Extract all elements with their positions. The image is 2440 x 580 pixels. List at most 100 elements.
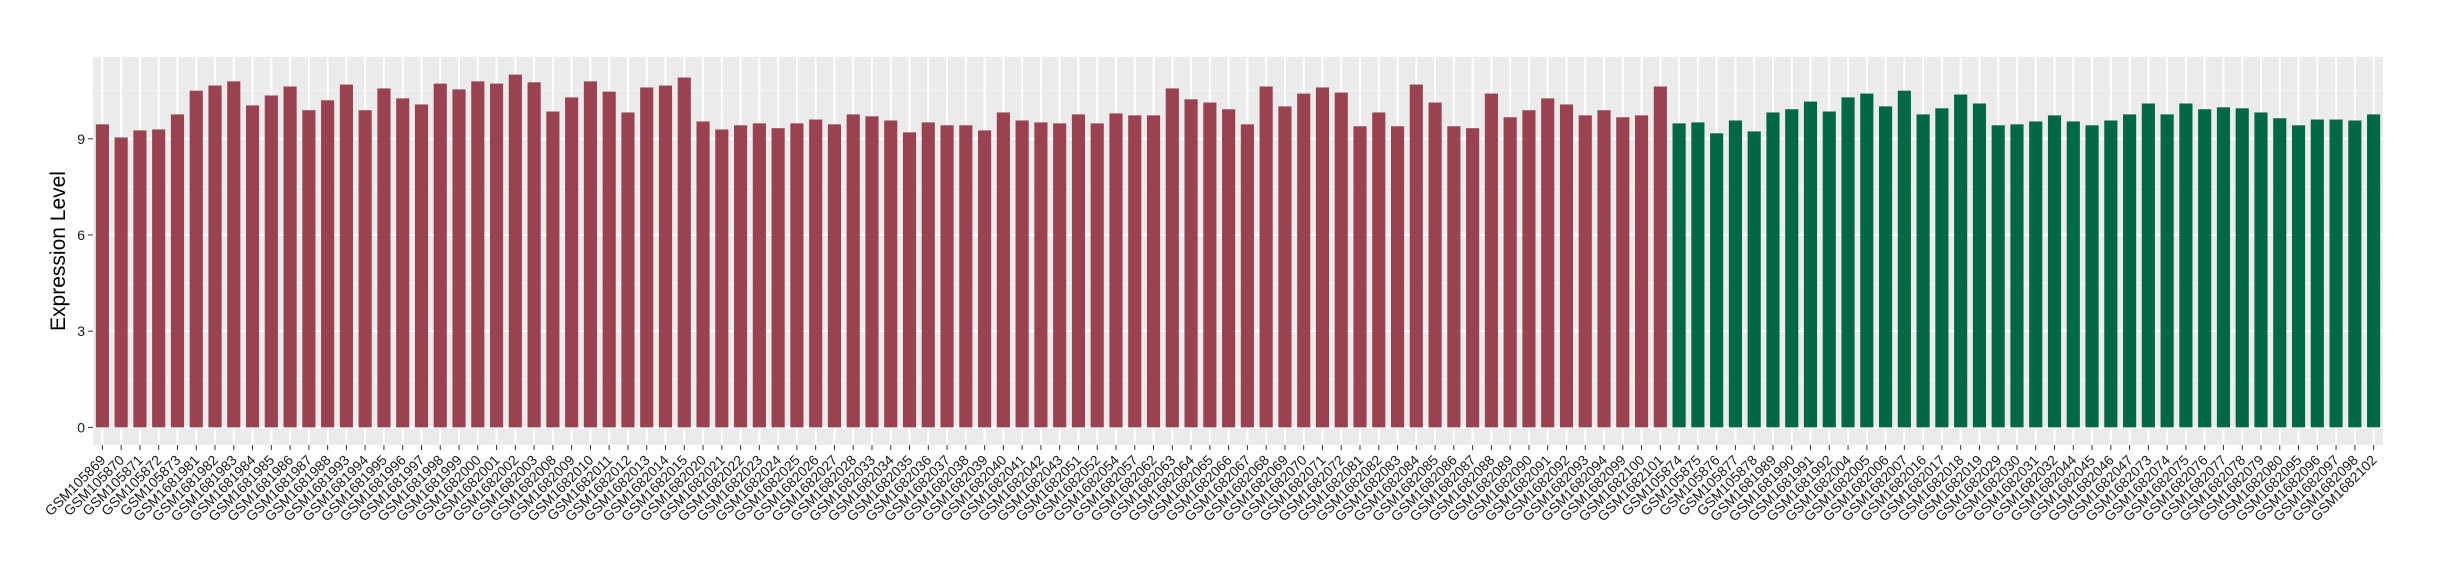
bar-GSM1681990 bbox=[1785, 109, 1799, 428]
bar-GSM1682020 bbox=[696, 121, 710, 428]
bar-GSM1681989 bbox=[1766, 112, 1780, 428]
bar-GSM1682034 bbox=[884, 120, 898, 428]
bar-GSM1682000 bbox=[471, 81, 485, 428]
y-axis: 0 3 6 9 bbox=[77, 131, 93, 435]
bar-GSM1682074 bbox=[2160, 114, 2174, 428]
bar-GSM1682007 bbox=[1897, 90, 1911, 428]
bar-GSM1682001 bbox=[489, 83, 504, 428]
bar-GSM1682043 bbox=[1053, 123, 1067, 428]
bar-GSM1682082 bbox=[1372, 112, 1386, 428]
bar-GSM1681985 bbox=[264, 95, 278, 428]
y-axis-title: Expression Level bbox=[47, 171, 70, 331]
bar-GSM105870 bbox=[114, 137, 128, 428]
bar-GSM105877 bbox=[1728, 120, 1742, 428]
bar-GSM1682102 bbox=[2367, 114, 2381, 428]
bar-GSM1682027 bbox=[827, 124, 842, 428]
bar-GSM1682077 bbox=[2216, 107, 2231, 428]
bar-GSM1682089 bbox=[1503, 117, 1517, 428]
bar-GSM1682079 bbox=[2254, 112, 2268, 428]
bar-GSM1682093 bbox=[1578, 115, 1592, 428]
bar-GSM105874 bbox=[1672, 123, 1686, 428]
bar-GSM1682026 bbox=[809, 119, 823, 428]
bar-GSM1681992 bbox=[1822, 111, 1836, 428]
bar-GSM1681983 bbox=[227, 81, 241, 428]
bar-GSM105878 bbox=[1747, 131, 1761, 428]
bar-GSM1682081 bbox=[1353, 126, 1367, 428]
bar-GSM1682054 bbox=[1109, 113, 1123, 428]
bar-GSM1682012 bbox=[621, 112, 635, 428]
bar-GSM1682084 bbox=[1409, 84, 1423, 428]
bar-GSM1681995 bbox=[377, 88, 391, 428]
bar-GSM1681988 bbox=[321, 100, 335, 428]
bar-GSM1682073 bbox=[2141, 103, 2155, 428]
bar-GSM1682072 bbox=[1334, 92, 1348, 428]
bar-GSM105873 bbox=[170, 114, 185, 428]
bar-GSM1682095 bbox=[2291, 125, 2306, 428]
bar-GSM1682071 bbox=[1315, 87, 1330, 428]
bar-GSM1681993 bbox=[339, 84, 353, 428]
bar-GSM1682069 bbox=[1278, 106, 1292, 428]
bar-GSM1682002 bbox=[508, 74, 522, 428]
bar-GSM1682006 bbox=[1879, 106, 1893, 428]
bar-GSM1682098 bbox=[2348, 120, 2362, 428]
bar-GSM1681986 bbox=[283, 86, 297, 428]
bar-GSM1682099 bbox=[1616, 117, 1630, 428]
bar-GSM1682039 bbox=[978, 130, 992, 428]
bar-GSM1682005 bbox=[1860, 93, 1874, 428]
bar-GSM1682015 bbox=[677, 77, 691, 428]
bar-GSM1682067 bbox=[1240, 124, 1254, 428]
bar-GSM1682097 bbox=[2329, 119, 2343, 428]
bar-GSM105875 bbox=[1691, 122, 1705, 428]
bar-GSM1682025 bbox=[790, 123, 804, 428]
bar-GSM1682087 bbox=[1466, 128, 1480, 428]
bar-GSM1682066 bbox=[1222, 109, 1236, 428]
bar-GSM1682070 bbox=[1297, 93, 1311, 428]
bar-GSM1682022 bbox=[734, 125, 748, 428]
bar-GSM1682065 bbox=[1203, 102, 1217, 428]
bar-GSM1682037 bbox=[940, 125, 954, 428]
bar-GSM1682021 bbox=[715, 129, 729, 428]
bar-GSM1682004 bbox=[1841, 97, 1855, 428]
bar-GSM1682036 bbox=[921, 122, 935, 428]
bar-GSM1681994 bbox=[358, 110, 372, 428]
bar-GSM1681997 bbox=[414, 104, 429, 428]
bar-GSM1682008 bbox=[546, 111, 560, 428]
bar-GSM105876 bbox=[1710, 133, 1724, 428]
bar-GSM1682028 bbox=[846, 114, 860, 428]
bar-GSM1682064 bbox=[1184, 99, 1198, 428]
bar-GSM1682016 bbox=[1916, 114, 1930, 428]
bar-GSM1682024 bbox=[771, 128, 785, 428]
bar-GSM105869 bbox=[95, 124, 109, 428]
bar-GSM1682085 bbox=[1428, 102, 1442, 428]
bar-GSM1682023 bbox=[752, 123, 766, 428]
bar-GSM1682090 bbox=[1522, 110, 1536, 428]
bar-GSM1682076 bbox=[2198, 109, 2212, 428]
bar-GSM1682083 bbox=[1390, 126, 1405, 428]
bar-GSM1682003 bbox=[527, 82, 541, 428]
bar-GSM105871 bbox=[133, 130, 147, 428]
bar-GSM1682014 bbox=[658, 85, 673, 428]
bar-GSM1681982 bbox=[208, 85, 222, 428]
bar-GSM1682009 bbox=[565, 97, 579, 428]
bar-GSM1681987 bbox=[302, 110, 316, 428]
bar-GSM1682010 bbox=[583, 81, 597, 428]
y-tick-label: 0 bbox=[77, 419, 85, 435]
bar-GSM1682041 bbox=[1015, 120, 1029, 428]
bar-GSM1682062 bbox=[1146, 115, 1161, 428]
bar-GSM1682035 bbox=[902, 132, 917, 428]
bar-GSM1682046 bbox=[2104, 120, 2118, 428]
bar-GSM1682063 bbox=[1165, 88, 1179, 428]
bars bbox=[95, 74, 2381, 428]
bar-GSM1682094 bbox=[1597, 110, 1611, 428]
bar-GSM1682018 bbox=[1954, 94, 1968, 428]
bar-GSM1682052 bbox=[1090, 123, 1104, 428]
bar-GSM1681981 bbox=[189, 90, 203, 428]
bar-GSM1682101 bbox=[1653, 86, 1667, 428]
y-tick-label: 3 bbox=[77, 323, 85, 339]
bar-GSM1682096 bbox=[2310, 119, 2324, 428]
bar-GSM1681991 bbox=[1803, 101, 1818, 428]
bar-GSM1682033 bbox=[865, 116, 879, 428]
bar-GSM1681996 bbox=[396, 98, 410, 428]
bar-GSM1682030 bbox=[2010, 124, 2024, 428]
